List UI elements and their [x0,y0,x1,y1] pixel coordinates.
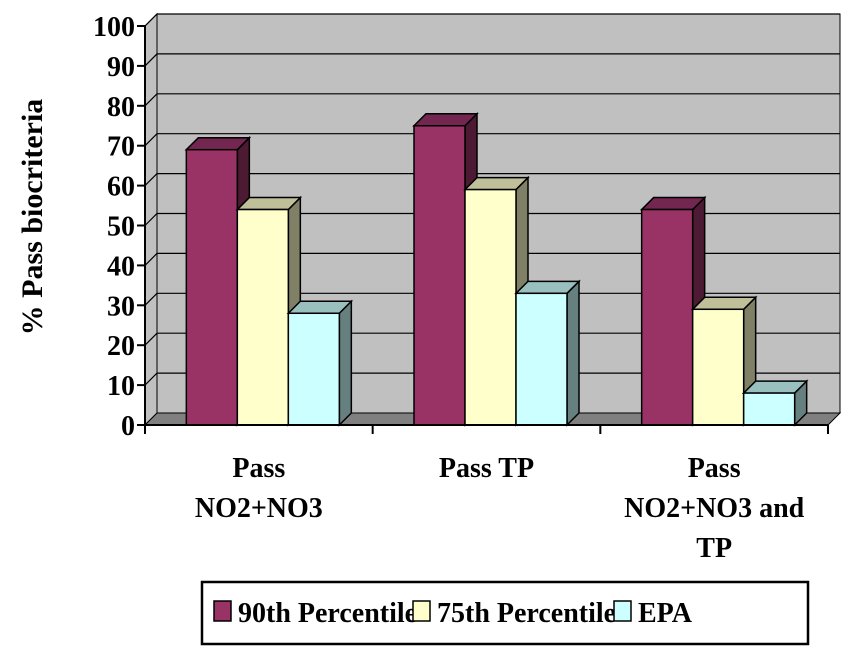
x-category-label: Pass NO2+NO3 [195,453,323,524]
bar [690,295,758,427]
gridline [144,332,840,346]
x-category-labels: Pass NO2+NO3 Pass TP Pass NO2+NO3 and TP [195,453,805,564]
bar-front [287,312,341,426]
y-tick-label: 20 [107,331,135,362]
bar-top [741,380,809,394]
gridline [144,133,840,147]
bar [286,299,354,427]
bar [741,379,809,427]
bar-top [412,113,479,127]
y-tick-label: 30 [107,291,135,322]
gridline [144,372,840,386]
bar-top [286,300,354,315]
bar-front [236,208,290,426]
bar-front [464,188,517,426]
y-tick-labels: 0 10 20 30 40 50 60 70 80 90 100 [93,12,135,442]
y-axis-title: % Pass biocriteria [16,99,49,336]
bar-front [742,392,796,426]
gridline [144,13,840,27]
x-category-label-line: Pass [232,453,285,484]
axes [137,25,829,434]
bar-top [639,196,707,211]
y-tick-label: 100 [93,12,135,43]
bar-front [413,125,466,426]
bar-front [185,148,239,426]
y-tick-label: 70 [107,132,135,163]
x-category-label-line: NO2+NO3 [195,493,323,524]
gridline [144,292,840,306]
x-category-label: Pass TP [439,453,534,484]
bars [184,111,809,427]
x-category-label-line: TP [696,533,732,564]
y-tick-label: 90 [107,52,135,83]
bar-top [463,176,530,191]
legend-label: 90th Percentile [238,598,417,629]
bar-top [514,280,581,295]
bar-front [515,292,568,426]
bar-side [566,279,580,427]
x-category-label-line: NO2+NO3 and [624,493,805,524]
y-tick-label: 10 [107,371,135,402]
legend-swatch [213,600,232,622]
bar-front [640,208,694,426]
y-tick-label: 80 [107,92,135,123]
legend-swatch [613,600,632,622]
x-category-label-line: Pass TP [439,453,534,484]
bar [639,195,707,427]
gridline [144,93,840,107]
bar-side [338,299,353,427]
x-category-label: Pass NO2+NO3 and TP [624,453,805,564]
legend-swatch [412,600,431,622]
bar-top [184,136,252,151]
y-tick-label: 0 [121,411,135,442]
gridline [144,212,840,226]
legend-label: 75th Percentile [437,598,616,629]
bar-top [690,296,758,311]
gridline [144,53,840,67]
gridline [144,173,840,187]
legend-label: EPA [638,598,693,629]
gridlines [144,13,840,386]
bar [514,279,581,427]
x-category-label-line: Pass [688,453,741,484]
legend-box [200,580,810,646]
bar-front [691,308,745,426]
y-tick-label: 60 [107,172,135,203]
gridline [144,252,840,266]
bar-top [235,196,303,211]
y-tick-label: 40 [107,251,135,282]
legend: 90th Percentile 75th Percentile EPA [200,580,810,646]
y-tick-label: 50 [107,212,135,243]
